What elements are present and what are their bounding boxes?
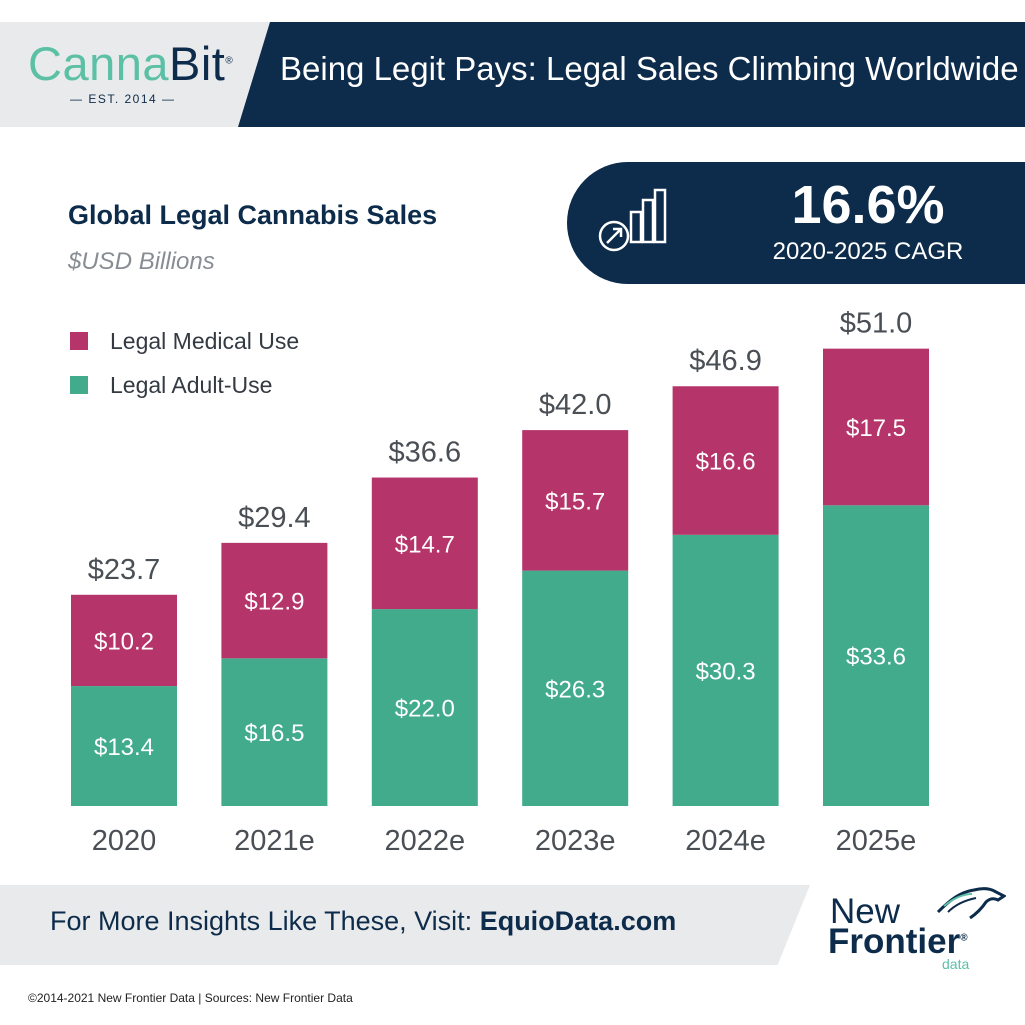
data-label-medical-2025e: $17.5	[846, 415, 906, 442]
bar-adult-2021e	[221, 658, 328, 806]
data-label-medical-2024e: $16.6	[696, 449, 756, 476]
chart-subtitle: $USD Billions	[68, 248, 215, 275]
total-label-2020: $23.7	[88, 554, 161, 586]
x-tick-label-2023e: 2023e	[535, 825, 616, 857]
page-headline: Being Legit Pays: Legal Sales Climbing W…	[280, 50, 1019, 87]
copyright-notice: ©2014-2021 New Frontier Data | Sources: …	[28, 991, 353, 1005]
brand-registered-mark: ®	[960, 932, 968, 944]
bar-adult-2020	[71, 686, 177, 806]
data-label-adult-2025e: $33.6	[846, 644, 906, 671]
data-label-adult-2022e: $22.0	[395, 696, 455, 723]
data-label-medical-2022e: $14.7	[395, 531, 455, 558]
total-label-2024e: $46.9	[689, 345, 762, 377]
legend-label-adult: Legal Adult-Use	[110, 372, 273, 398]
footer-cta-text: For More Insights Like These, Visit:	[50, 906, 480, 936]
x-tick-label-2022e: 2022e	[384, 825, 465, 857]
cagr-label: 2020-2025 CAGR	[772, 238, 964, 265]
total-label-2025e: $51.0	[840, 308, 913, 340]
new-frontier-logo: New Frontier® data	[828, 878, 1008, 978]
data-label-adult-2024e: $30.3	[696, 658, 756, 685]
x-tick-label-2020: 2020	[92, 825, 157, 857]
bar-medical-2022e	[371, 477, 478, 610]
logo-text-part1: Canna	[28, 37, 169, 90]
horse-head-icon	[936, 887, 1006, 920]
data-label-adult-2021e: $16.5	[244, 720, 304, 747]
total-label-2022e: $36.6	[389, 437, 462, 469]
x-tick-label-2021e: 2021e	[234, 825, 315, 857]
brand-data: data	[942, 956, 970, 972]
x-tick-label-2024e: 2024e	[685, 825, 766, 857]
logo-established: — EST. 2014 —	[70, 92, 176, 106]
cagr-callout: 16.6% 2020-2025 CAGR	[567, 162, 1025, 284]
data-label-medical-2021e: $12.9	[244, 589, 304, 616]
brand-frontier: Frontier®	[828, 922, 968, 962]
footer-cta: For More Insights Like These, Visit: Equ…	[50, 906, 676, 937]
bar-medical-2024e	[672, 386, 779, 535]
x-tick-label-2025e: 2025e	[836, 825, 917, 857]
header-banner	[238, 22, 1025, 127]
bar-medical-2020	[71, 594, 177, 687]
legend-swatch-medical	[70, 332, 88, 350]
brand-frontier-text: Frontier	[828, 922, 961, 961]
bar-adult-2022e	[371, 609, 478, 806]
legend-swatch-adult	[70, 376, 88, 394]
bar-medical-2021e	[221, 542, 328, 659]
bar-adult-2024e	[672, 534, 779, 806]
total-label-2023e: $42.0	[539, 389, 612, 421]
logo-text-part2: Bit	[169, 37, 226, 90]
brand-new: New	[830, 892, 901, 931]
bar-adult-2025e	[823, 505, 929, 806]
data-label-adult-2023e: $26.3	[545, 676, 605, 703]
data-label-adult-2020: $13.4	[94, 734, 154, 761]
bar-medical-2023e	[522, 430, 629, 571]
cannabit-logo: CannaBit®	[28, 36, 233, 91]
legend-label-medical: Legal Medical Use	[110, 328, 300, 354]
bar-medical-2025e	[823, 348, 929, 506]
footer-link[interactable]: EquioData.com	[479, 906, 677, 936]
data-label-medical-2020: $10.2	[94, 628, 154, 655]
data-label-medical-2023e: $15.7	[545, 488, 605, 515]
logo-registered-mark: ®	[225, 55, 234, 67]
chart-title: Global Legal Cannabis Sales	[68, 200, 438, 230]
header-logo-panel	[0, 22, 270, 127]
bar-adult-2023e	[522, 570, 629, 806]
growth-chart-icon	[598, 188, 667, 252]
cagr-value: 16.6%	[791, 175, 945, 235]
total-label-2021e: $29.4	[238, 502, 311, 534]
footer-band	[0, 885, 810, 965]
